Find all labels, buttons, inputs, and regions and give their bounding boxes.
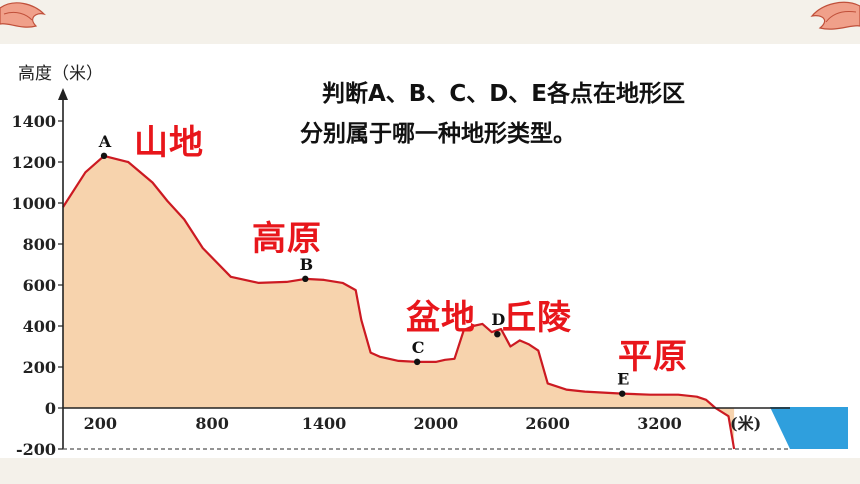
landform-label-basin: 盆地 [406,298,476,338]
x-tick-labels: 200 800 1400 2000 2600 3200 [84,414,682,433]
x-axis-unit-label: (米) [730,414,761,433]
landform-label-mountain: 山地 [134,123,204,163]
location-point-c [413,358,421,366]
sea-water [770,407,848,449]
landform-label-hills: 丘陵 [502,298,572,338]
y-tick-label: 1200 [11,153,56,172]
location-point-label-a: A [98,132,112,151]
location-point-d [494,331,501,338]
x-tick-label: 200 [84,414,117,433]
y-tick-label: 0 [45,399,56,418]
top-decoration-band [0,0,860,44]
landform-label-plain: 平原 [618,337,688,377]
terrain-area [63,155,735,449]
y-tick-labels: 1400 1200 1000 800 600 400 200 0 -200 [11,112,63,459]
y-tick-label: 1400 [11,112,56,131]
question-text: 判断A、B、C、D、E各点在地形区 分别属于哪一种地形类型。 [300,74,685,154]
y-tick-label: 400 [23,317,56,336]
y-tick-label: 600 [23,276,56,295]
y-tick-label: 200 [23,358,56,377]
location-point-b [302,275,309,283]
location-point-label-d: D [491,310,505,329]
y-axis-title: 高度（米） [18,64,103,84]
location-points: A B C D E [98,132,629,397]
x-tick-label: 2600 [525,414,570,433]
x-tick-label: 1400 [302,414,347,433]
y-tick-label: 1000 [11,194,56,213]
right-corner-ornament-icon [810,1,860,30]
location-point-e [619,390,626,397]
location-point-a [100,152,108,160]
x-tick-label: 2000 [414,414,459,433]
y-tick-label: 800 [23,235,56,254]
left-corner-ornament-icon [0,2,46,28]
y-tick-label: -200 [16,440,56,459]
location-point-label-e: E [617,370,629,389]
x-tick-label: 800 [195,414,228,433]
question-line-2: 分别属于哪一种地形类型。 [300,121,576,147]
x-tick-label: 3200 [637,414,682,433]
location-point-label-b: B [300,255,314,274]
y-axis-arrow-icon [58,88,68,100]
landform-label-plateau: 高原 [252,219,322,259]
bottom-decoration-band [0,458,860,484]
question-line-1: 判断A、B、C、D、E各点在地形区 [322,81,686,107]
location-point-label-c: C [412,338,425,357]
